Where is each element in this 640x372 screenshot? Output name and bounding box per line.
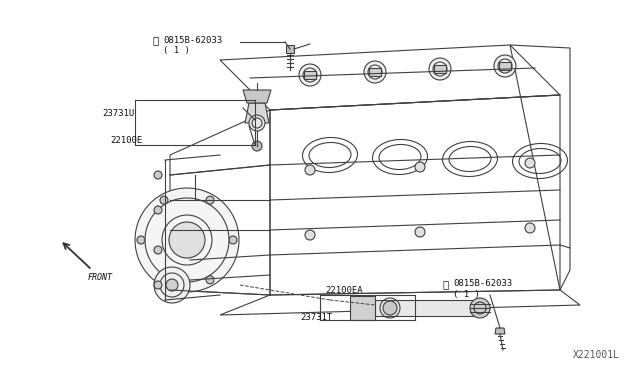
Text: ( 1 ): ( 1 ) — [453, 291, 480, 299]
Circle shape — [229, 236, 237, 244]
Circle shape — [249, 115, 265, 131]
Polygon shape — [355, 300, 475, 316]
Circle shape — [206, 276, 214, 284]
Circle shape — [135, 188, 239, 292]
Text: 0815B-62033: 0815B-62033 — [163, 35, 222, 45]
Polygon shape — [304, 71, 316, 79]
Polygon shape — [369, 68, 381, 76]
Polygon shape — [350, 296, 375, 320]
Circle shape — [166, 279, 178, 291]
Polygon shape — [286, 45, 294, 53]
Polygon shape — [495, 328, 505, 334]
Text: Ⓑ: Ⓑ — [442, 279, 448, 289]
Circle shape — [415, 227, 425, 237]
Circle shape — [470, 298, 490, 318]
Circle shape — [383, 301, 397, 315]
Polygon shape — [434, 65, 446, 73]
Polygon shape — [245, 103, 269, 123]
Circle shape — [429, 58, 451, 80]
Text: 0815B-62033: 0815B-62033 — [453, 279, 512, 289]
Polygon shape — [499, 62, 511, 70]
Text: 23731T: 23731T — [300, 314, 332, 323]
Circle shape — [169, 222, 205, 258]
Circle shape — [415, 162, 425, 172]
Circle shape — [154, 246, 162, 254]
Text: 23731U: 23731U — [102, 109, 134, 118]
Circle shape — [364, 61, 386, 83]
Circle shape — [206, 196, 214, 204]
Circle shape — [154, 267, 190, 303]
Circle shape — [525, 223, 535, 233]
Circle shape — [299, 64, 321, 86]
Circle shape — [137, 236, 145, 244]
Circle shape — [154, 281, 162, 289]
Circle shape — [525, 158, 535, 168]
Circle shape — [160, 276, 168, 284]
Text: Ⓑ: Ⓑ — [152, 35, 158, 45]
Circle shape — [252, 141, 262, 151]
Text: X221001L: X221001L — [573, 350, 620, 360]
Circle shape — [154, 171, 162, 179]
Text: 22100E: 22100E — [110, 135, 142, 144]
Circle shape — [305, 165, 315, 175]
Circle shape — [305, 230, 315, 240]
Circle shape — [154, 206, 162, 214]
Circle shape — [160, 196, 168, 204]
Polygon shape — [243, 90, 271, 103]
Text: 22100EA: 22100EA — [325, 286, 363, 295]
Text: ( 1 ): ( 1 ) — [163, 45, 190, 55]
Text: FRONT: FRONT — [88, 273, 113, 282]
Circle shape — [494, 55, 516, 77]
